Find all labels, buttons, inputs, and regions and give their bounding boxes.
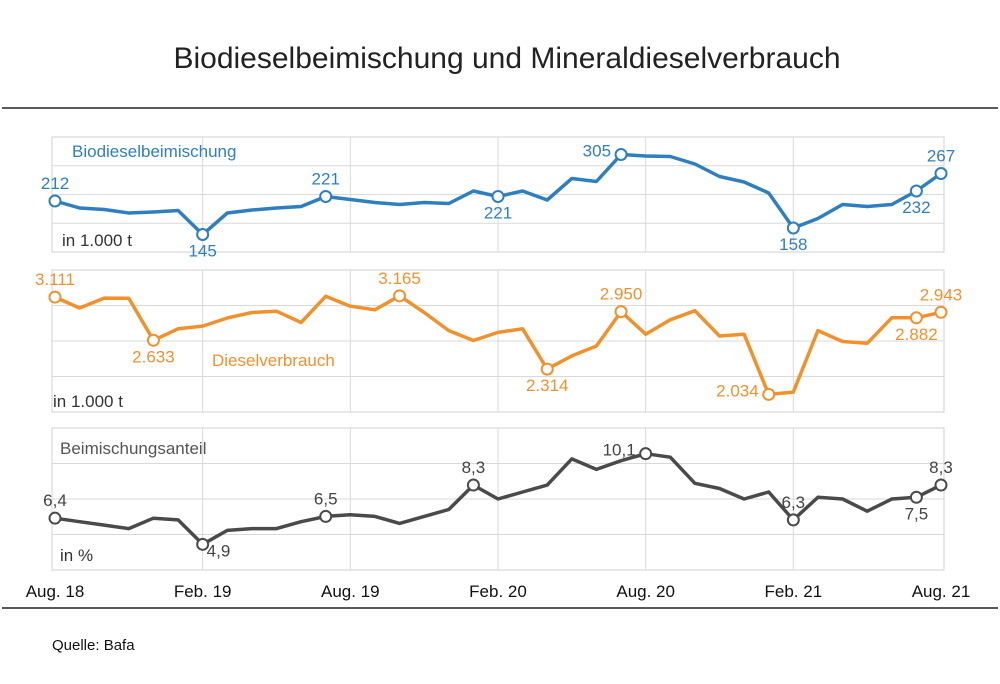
data-point-marker xyxy=(146,333,160,347)
data-label: 221 xyxy=(312,170,340,189)
data-point-marker xyxy=(762,387,776,401)
data-label: 2.943 xyxy=(920,285,963,304)
panel-labels: Biodieselbeimischung in 1.000 t Dieselverb… xyxy=(53,142,335,565)
data-point-marker xyxy=(196,537,210,551)
x-axis-ticks: Aug. 18 Feb. 19 Aug. 19 Feb. 20 Aug. 20 Feb. … xyxy=(26,582,971,601)
unit-label-1: in 1.000 t xyxy=(53,392,123,411)
unit-label-0: in 1.000 t xyxy=(62,231,132,250)
data-point-marker xyxy=(614,305,628,319)
data-point-marker xyxy=(48,290,62,304)
data-point-marker xyxy=(786,221,800,235)
x-tick-label: Aug. 19 xyxy=(321,582,380,601)
data-point-marker xyxy=(196,228,210,241)
data-point-marker xyxy=(786,513,800,527)
data-point-marker xyxy=(909,490,923,504)
unit-label-2: in % xyxy=(60,546,93,565)
data-label: 8,3 xyxy=(462,458,486,477)
x-tick-label: Aug. 18 xyxy=(26,582,85,601)
data-label: 145 xyxy=(188,242,216,261)
data-point-marker xyxy=(319,190,333,203)
data-point-marker xyxy=(466,478,480,492)
data-label: 3.165 xyxy=(378,269,421,288)
data-point-marker xyxy=(909,184,923,198)
series-layer xyxy=(48,148,948,551)
data-point-marker xyxy=(393,289,407,303)
data-label: 4,9 xyxy=(207,541,231,560)
data-label-layer: 212 145 221 221 305 158 232 267 3.111 2.633 3.165 2… xyxy=(35,142,962,561)
data-point-marker xyxy=(909,311,923,325)
data-label: 6,5 xyxy=(314,489,338,508)
x-tick-label: Aug. 21 xyxy=(912,582,971,601)
data-label: 2.882 xyxy=(895,325,938,344)
data-point-marker xyxy=(639,447,653,461)
data-label: 221 xyxy=(484,204,512,223)
data-label: 2.034 xyxy=(716,381,759,400)
data-point-marker xyxy=(934,167,948,180)
data-point-marker xyxy=(934,478,948,492)
data-point-marker xyxy=(491,190,505,203)
x-tick-label: Feb. 19 xyxy=(174,582,232,601)
data-label: 2.314 xyxy=(526,376,569,395)
data-label: 7,5 xyxy=(905,504,929,523)
data-point-marker xyxy=(934,305,948,319)
series-name-1: Dieselverbrauch xyxy=(212,351,335,370)
data-label: 158 xyxy=(779,235,807,254)
data-label: 8,3 xyxy=(929,458,953,477)
data-point-marker xyxy=(614,148,628,161)
data-label: 305 xyxy=(583,142,611,161)
series-name-2: Beimischungsanteil xyxy=(60,439,206,458)
data-label: 267 xyxy=(927,147,955,166)
data-point-marker xyxy=(48,194,62,208)
source-note: Quelle: Bafa xyxy=(52,637,135,654)
data-label: 2.633 xyxy=(132,347,175,366)
data-label: 2.950 xyxy=(600,285,643,304)
data-label: 10,1 xyxy=(603,441,636,460)
x-tick-label: Aug. 20 xyxy=(616,582,675,601)
x-tick-label: Feb. 21 xyxy=(765,582,823,601)
series-line-1 xyxy=(53,294,943,397)
data-label: 6,4 xyxy=(43,491,67,510)
data-label: 6,3 xyxy=(782,493,806,512)
data-point-marker xyxy=(540,362,554,376)
series-name-0: Biodieselbeimischung xyxy=(72,142,236,161)
data-label: 232 xyxy=(902,198,930,217)
data-point-marker xyxy=(319,509,333,523)
x-tick-label: Feb. 20 xyxy=(469,582,527,601)
data-label: 3.111 xyxy=(35,270,75,289)
data-point-marker xyxy=(48,511,62,525)
data-label: 212 xyxy=(41,174,69,193)
chart-title: Biodieselbeimischung und Mineraldieselve… xyxy=(173,42,840,75)
